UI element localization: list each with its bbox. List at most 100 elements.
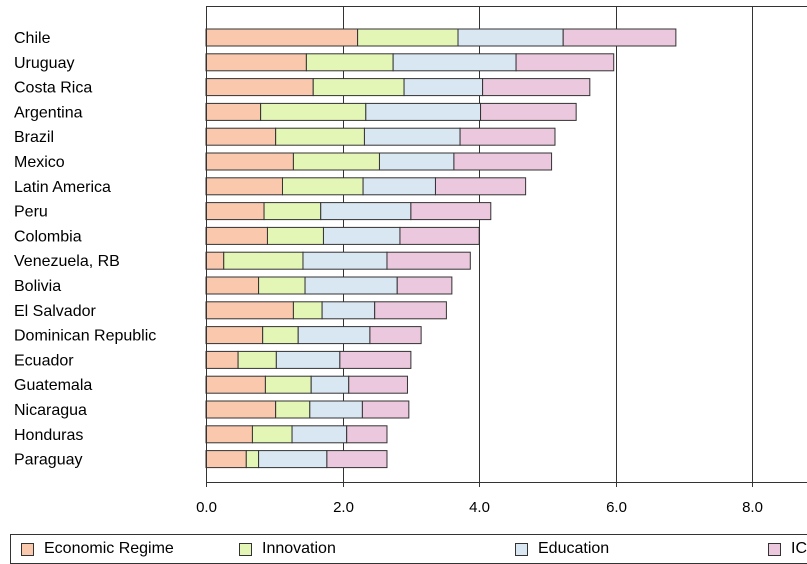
bar-segment: [459, 127, 556, 146]
bar-segment: [374, 301, 447, 320]
legend-swatch: [515, 542, 528, 556]
category-label: Bolivia: [14, 278, 61, 295]
bar-segment: [386, 251, 471, 270]
bar-segment: [403, 78, 484, 97]
category-labels: Chile Uruguay Costa Rica Argentina Brazil Mex…: [14, 30, 156, 469]
bar-segment: [205, 425, 253, 444]
bar-segment: [348, 375, 408, 394]
bar-segment: [357, 28, 459, 47]
bar-segment: [205, 202, 265, 221]
category-label: Brazil: [14, 129, 54, 146]
bar-segment: [346, 425, 388, 444]
bar-segment: [515, 53, 615, 72]
bar-segment: [480, 102, 577, 121]
bar-segment: [365, 102, 482, 121]
bar-segment: [205, 400, 277, 419]
bar-segment: [205, 226, 268, 245]
bar-segment: [361, 400, 410, 419]
bar-segment: [266, 226, 324, 245]
legend-label: Economic Regime: [44, 540, 174, 557]
bar-segment: [275, 350, 341, 369]
bar-segment: [275, 400, 311, 419]
x-tick-label: 8.0: [742, 499, 763, 516]
category-label: Mexico: [14, 154, 65, 171]
bar-segment: [205, 102, 262, 121]
bar-segment: [562, 28, 677, 47]
bar-segment: [399, 226, 480, 245]
bar-segment: [339, 350, 412, 369]
category-label: Chile: [14, 30, 51, 47]
bar-segment: [410, 202, 492, 221]
bar-segment: [205, 251, 225, 270]
bar-segment: [292, 152, 380, 171]
bar-segment: [396, 276, 453, 295]
bar-segment: [205, 78, 314, 97]
bar-segment: [258, 450, 328, 469]
bar-segment: [457, 28, 564, 47]
category-label: Paraguay: [14, 452, 83, 469]
bar-segment: [262, 326, 299, 345]
bar-segment: [264, 375, 312, 394]
bar-segment: [258, 276, 306, 295]
bar-segment: [363, 127, 461, 146]
bar-segment: [322, 226, 401, 245]
bar-segment: [302, 251, 388, 270]
bar-segment: [251, 425, 293, 444]
bars: [205, 28, 677, 469]
category-label: Uruguay: [14, 55, 74, 72]
bar-segment: [482, 78, 591, 97]
bar-segment: [369, 326, 422, 345]
legend-swatch: [768, 542, 781, 556]
bar-segment: [205, 28, 359, 47]
legend-item: Innovation: [239, 540, 336, 558]
bar-segment: [263, 202, 322, 221]
x-tick-label: 0.0: [196, 499, 217, 516]
bar-segment: [205, 127, 277, 146]
bar-segment: [362, 177, 436, 196]
bar-segment: [205, 350, 239, 369]
x-tick-labels: 0.0 2.0 4.0 6.0 8.0: [196, 499, 763, 516]
legend-item: Economic Regime: [21, 540, 174, 558]
legend-label: Education: [538, 540, 610, 557]
bar-segment: [275, 127, 365, 146]
bar-segment: [326, 450, 388, 469]
bar-segment: [281, 177, 364, 196]
bar-segment: [205, 375, 266, 394]
bar-segment: [292, 301, 323, 320]
category-label: Dominican Republic: [14, 328, 156, 345]
legend-label: IC: [791, 540, 807, 557]
legend-item: IC: [768, 540, 807, 558]
bar-segment: [453, 152, 553, 171]
category-label: Venezuela, RB: [14, 253, 120, 270]
category-label: El Salvador: [14, 303, 96, 320]
category-label: Latin America: [14, 179, 111, 196]
category-label: Colombia: [14, 228, 82, 245]
category-label: Peru: [14, 204, 48, 221]
bar-segment: [310, 375, 350, 394]
bar-segment: [378, 152, 455, 171]
bar-segment: [205, 177, 283, 196]
bar-segment: [305, 53, 394, 72]
x-tick-label: 6.0: [606, 499, 627, 516]
bar-segment: [205, 276, 260, 295]
bar-segment: [291, 425, 348, 444]
bar-segment: [223, 251, 304, 270]
x-tick-label: 2.0: [333, 499, 354, 516]
category-label: Honduras: [14, 427, 83, 444]
legend: Economic Regime Innovation Education IC: [10, 534, 807, 564]
bar-segment: [245, 450, 260, 469]
stacked-bar-chart: Chile Uruguay Costa Rica Argentina Brazil Mex…: [14, 6, 807, 516]
bar-segment: [392, 53, 517, 72]
bar-segment: [237, 350, 277, 369]
category-label: Argentina: [14, 104, 83, 121]
legend-item: Education: [515, 540, 609, 558]
bar-segment: [205, 152, 294, 171]
bar-segment: [205, 326, 264, 345]
bar-segment: [312, 78, 405, 97]
category-label: Ecuador: [14, 352, 74, 369]
bar-segment: [304, 276, 398, 295]
bar-segment: [205, 450, 247, 469]
bar-segment: [260, 102, 367, 121]
legend-label: Innovation: [262, 540, 336, 557]
bar-segment: [309, 400, 363, 419]
